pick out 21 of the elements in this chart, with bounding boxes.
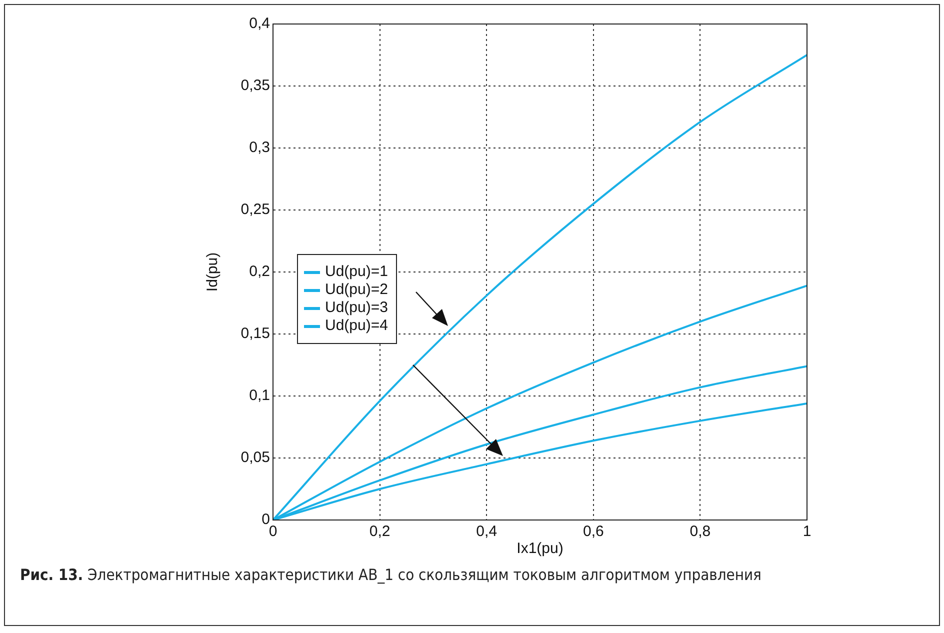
x-axis-title: Ix1(pu) — [516, 540, 564, 558]
y-tick-label: 0,4 — [249, 15, 270, 32]
legend-label: Ud(pu)=2 — [325, 281, 388, 299]
y-tick-label: 0,15 — [240, 325, 270, 342]
x-tick-label: 0,4 — [476, 523, 498, 540]
x-tick-label: 1 — [802, 523, 812, 540]
x-tick-label: 0,6 — [582, 523, 604, 540]
y-axis-title: Id(pu) — [204, 252, 222, 292]
y-tick-label: 0,25 — [240, 201, 270, 218]
y-tick-label: 0,2 — [249, 263, 270, 280]
x-tick-label: 0,8 — [690, 523, 711, 540]
legend-label: Ud(pu)=3 — [325, 299, 388, 317]
x-tick-label: 0,2 — [369, 523, 390, 540]
y-tick-label: 0,3 — [249, 139, 270, 156]
legend-label: Ud(pu)=4 — [325, 317, 388, 335]
y-tick-label: 0,1 — [249, 387, 270, 404]
y-tick-label: 0,05 — [240, 449, 270, 466]
text: Рис. 13. Электромагнитные характеристики АВ_1 со скользящим токовым алгоритмом управления — [20, 566, 762, 584]
y-tick-label: 0,35 — [240, 77, 270, 94]
legend-label: Ud(pu)=1 — [325, 263, 388, 281]
y-tick-label: 0 — [262, 511, 270, 528]
